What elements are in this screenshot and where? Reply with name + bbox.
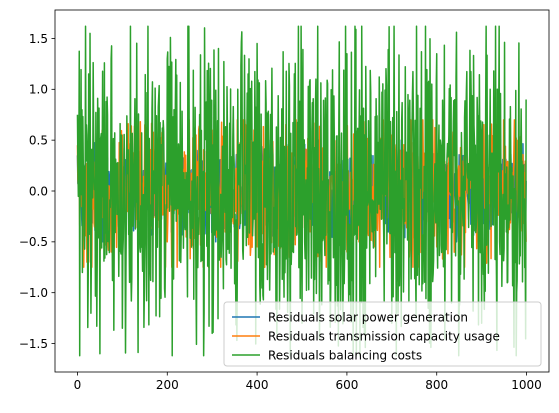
y-tick-label: −1.5 — [19, 337, 48, 351]
legend-label: Residuals solar power generation — [268, 310, 468, 324]
x-axis: 0 200 400 600 800 1000 — [74, 372, 542, 392]
x-tick-label: 400 — [246, 378, 269, 392]
y-tick-label: 1.0 — [29, 83, 48, 97]
series-line-2 — [76, 25, 527, 357]
y-axis: −1.5 −1.0 −0.5 0.0 0.5 1.0 1.5 — [19, 32, 55, 351]
x-tick-label: 600 — [335, 378, 358, 392]
x-tick-label: 1000 — [511, 378, 542, 392]
legend-label: Residuals transmission capacity usage — [268, 329, 500, 343]
series-layer — [76, 25, 527, 357]
y-tick-label: 0.5 — [29, 133, 48, 147]
y-tick-label: 1.5 — [29, 32, 48, 46]
x-tick-label: 800 — [425, 378, 448, 392]
legend: Residuals solar power generation Residual… — [223, 301, 542, 367]
x-tick-label: 200 — [156, 378, 179, 392]
x-tick-label: 0 — [74, 378, 82, 392]
legend-box — [223, 301, 542, 367]
y-tick-label: −1.0 — [19, 286, 48, 300]
legend-label: Residuals balancing costs — [268, 348, 422, 362]
y-tick-label: −0.5 — [19, 235, 48, 249]
y-tick-label: 0.0 — [29, 184, 48, 198]
